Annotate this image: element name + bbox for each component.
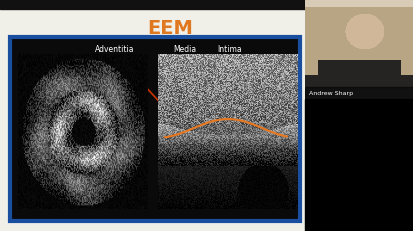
Bar	[305, 0, 413, 8]
Text: Media: Media	[173, 44, 197, 53]
Bar	[0, 0, 413, 10]
Bar	[305, 88, 413, 100]
Text: Andrew Sharp: Andrew Sharp	[309, 91, 354, 96]
Bar	[0, 0, 305, 231]
Bar	[10, 38, 300, 221]
Bar	[305, 100, 413, 231]
Text: Adventitia: Adventitia	[95, 44, 135, 53]
Text: Intima: Intima	[218, 44, 242, 53]
Text: EEM: EEM	[147, 18, 193, 37]
